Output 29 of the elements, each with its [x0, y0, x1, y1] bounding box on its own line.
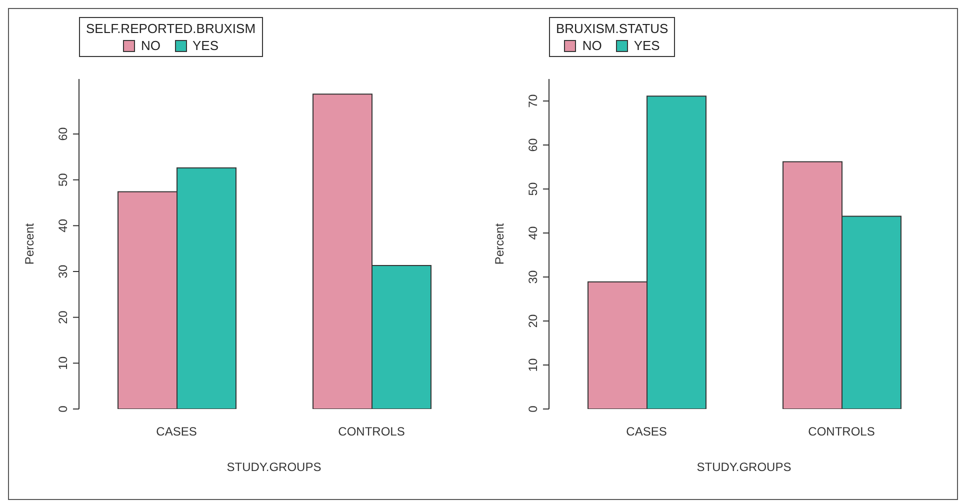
y-tick-label: 50: [56, 172, 70, 187]
y-tick-label: 0: [56, 405, 70, 412]
legend-label: YES: [632, 38, 660, 53]
y-axis-title: Percent: [22, 222, 36, 265]
x-tick-label: CASES: [156, 424, 197, 439]
legend-label: YES: [192, 38, 219, 53]
x-axis-title: STUDY.GROUPS: [226, 460, 322, 474]
y-tick-label: 20: [526, 314, 540, 328]
legend-label: NO: [140, 38, 160, 53]
y-tick-label: 30: [526, 270, 540, 284]
x-tick-label: CASES: [626, 424, 667, 439]
y-tick-label: 70: [526, 94, 540, 108]
x-tick-label: CONTROLS: [808, 424, 875, 439]
y-tick-label: 20: [56, 310, 70, 324]
y-axis-title: Percent: [492, 222, 506, 265]
legend-label: NO: [581, 38, 602, 53]
y-tick-label: 30: [56, 264, 70, 278]
legend-title: BRUXISM.STATUS: [556, 21, 668, 36]
y-tick-label: 0: [526, 405, 540, 412]
y-tick-label: 40: [56, 218, 70, 232]
y-tick-label: 10: [526, 358, 540, 372]
y-tick-label: 50: [526, 182, 540, 196]
x-axis-title: STUDY.GROUPS: [696, 460, 792, 474]
y-tick-label: 60: [526, 138, 540, 152]
legend-title: SELF.REPORTED.BRUXISM: [86, 21, 256, 36]
y-tick-label: 40: [526, 226, 540, 240]
y-tick-label: 60: [56, 127, 70, 141]
x-tick-label: CONTROLS: [338, 424, 405, 439]
y-tick-label: 10: [56, 356, 70, 370]
